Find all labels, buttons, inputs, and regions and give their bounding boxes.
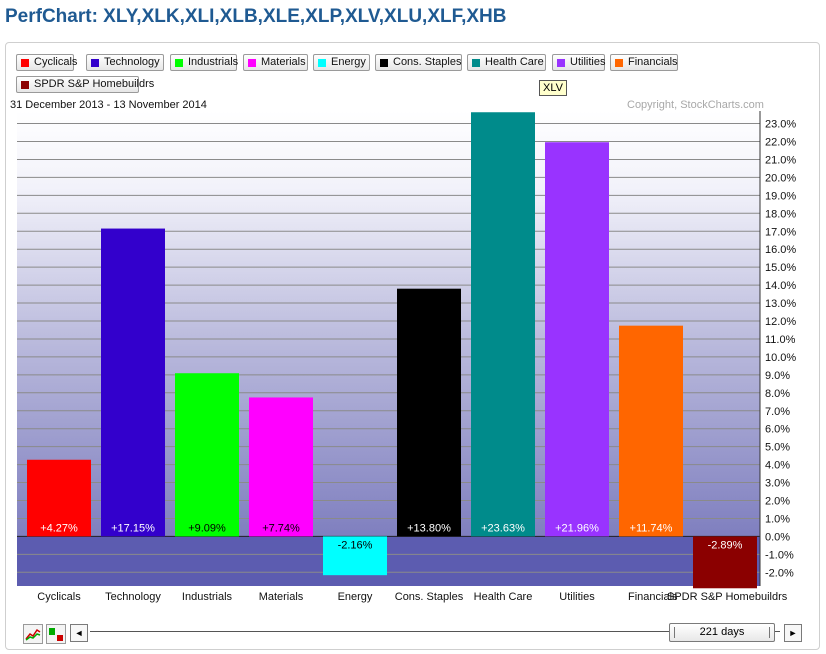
bar-health-care bbox=[471, 112, 535, 537]
bar-financials bbox=[619, 325, 683, 537]
y-tick-label: 22.0% bbox=[765, 137, 796, 149]
y-tick-label: 16.0% bbox=[765, 244, 796, 256]
bar-cyclicals bbox=[27, 459, 91, 537]
bar-value-label: +4.27% bbox=[40, 522, 78, 534]
legend-label: Cyclicals bbox=[34, 56, 78, 68]
legend-item-financials[interactable]: Financials bbox=[610, 54, 678, 71]
legend-item-materials[interactable]: Materials bbox=[243, 54, 308, 71]
legend-label: Utilities bbox=[570, 56, 606, 68]
bar-chart-icon[interactable] bbox=[46, 624, 66, 644]
y-tick-label: -1.0% bbox=[765, 549, 794, 561]
y-tick-label: 7.0% bbox=[765, 406, 790, 418]
x-tick-label: Materials bbox=[259, 591, 304, 603]
legend-item-cons-staples[interactable]: Cons. Staples bbox=[375, 54, 462, 71]
legend-label: Health Care bbox=[485, 56, 544, 68]
legend-item-industrials[interactable]: Industrials bbox=[170, 54, 239, 71]
y-tick-label: 15.0% bbox=[765, 262, 796, 274]
bar-value-label: +23.63% bbox=[481, 522, 525, 534]
days-slider-handle[interactable]: 221 days bbox=[669, 623, 775, 642]
y-tick-label: 23.0% bbox=[765, 119, 796, 131]
bar-value-label: -2.16% bbox=[338, 539, 373, 551]
legend-swatch bbox=[472, 58, 480, 67]
copyright-text: Copyright, StockCharts.com bbox=[627, 99, 764, 111]
x-tick-label: Industrials bbox=[182, 591, 233, 603]
legend-label: Energy bbox=[331, 56, 366, 68]
y-tick-label: 18.0% bbox=[765, 208, 796, 220]
y-tick-label: 4.0% bbox=[765, 460, 790, 472]
legend-swatch bbox=[21, 80, 29, 89]
legend-swatch bbox=[91, 58, 99, 67]
y-tick-label: -2.0% bbox=[765, 567, 794, 579]
x-tick-label: Energy bbox=[338, 591, 373, 603]
bar-value-label: +7.74% bbox=[262, 522, 300, 534]
bar-value-label: +11.74% bbox=[630, 522, 673, 534]
y-tick-label: 9.0% bbox=[765, 370, 790, 382]
y-tick-label: 10.0% bbox=[765, 352, 796, 364]
y-tick-label: 8.0% bbox=[765, 388, 790, 400]
bar-technology bbox=[101, 228, 165, 537]
legend-swatch bbox=[380, 58, 388, 67]
bar-value-label: +9.09% bbox=[188, 522, 226, 534]
y-tick-label: 2.0% bbox=[765, 496, 790, 508]
y-tick-label: 21.0% bbox=[765, 154, 796, 166]
legend-swatch bbox=[557, 58, 565, 67]
y-tick-label: 12.0% bbox=[765, 316, 796, 328]
negative-area bbox=[17, 536, 760, 586]
legend-label: Materials bbox=[261, 56, 306, 68]
legend-swatch bbox=[21, 58, 29, 67]
legend-label: Financials bbox=[628, 56, 678, 68]
x-tick-label: Health Care bbox=[474, 591, 533, 603]
x-tick-label: Cyclicals bbox=[37, 591, 81, 603]
legend-label: Technology bbox=[104, 56, 160, 68]
y-tick-label: 1.0% bbox=[765, 513, 790, 525]
y-tick-label: 20.0% bbox=[765, 172, 796, 184]
line-chart-icon[interactable] bbox=[23, 624, 43, 644]
legend-swatch bbox=[175, 58, 183, 67]
bar-materials bbox=[249, 397, 313, 537]
y-tick-label: 3.0% bbox=[765, 478, 790, 490]
bar-utilities bbox=[545, 142, 609, 537]
date-scrollbar[interactable] bbox=[90, 631, 780, 632]
y-tick-label: 5.0% bbox=[765, 442, 790, 454]
x-tick-label: Financials bbox=[628, 591, 678, 603]
legend-label: SPDR S&P Homebuildrs bbox=[34, 78, 155, 90]
legend-swatch bbox=[318, 58, 326, 67]
legend-item-cyclicals[interactable]: Cyclicals bbox=[16, 54, 78, 71]
y-tick-label: 17.0% bbox=[765, 226, 796, 238]
legend-item-health-care[interactable]: Health Care bbox=[467, 54, 546, 71]
y-tick-label: 6.0% bbox=[765, 424, 790, 436]
bar-value-label: +17.15% bbox=[111, 522, 155, 534]
page-title: PerfChart: XLY,XLK,XLI,XLB,XLE,XLP,XLV,X… bbox=[5, 6, 507, 27]
bar-value-label: -2.89% bbox=[708, 539, 743, 551]
bar-energy bbox=[323, 536, 387, 576]
y-tick-label: 11.0% bbox=[765, 334, 796, 346]
y-tick-label: 14.0% bbox=[765, 280, 796, 292]
x-tick-label: Utilities bbox=[559, 591, 595, 603]
legend-label: Cons. Staples bbox=[393, 56, 462, 68]
legend-item-spdr-s-p-homebuildrs[interactable]: SPDR S&P Homebuildrs bbox=[16, 76, 154, 93]
bar-value-label: +21.96% bbox=[555, 522, 599, 534]
legend-label: Industrials bbox=[188, 56, 239, 68]
legend-item-utilities[interactable]: Utilities bbox=[552, 54, 605, 71]
scroll-right-button[interactable]: ► bbox=[784, 624, 802, 642]
date-range: 31 December 2013 - 13 November 2014 bbox=[10, 99, 207, 111]
y-tick-label: 13.0% bbox=[765, 298, 796, 310]
y-tick-label: 0.0% bbox=[765, 531, 790, 543]
legend-item-technology[interactable]: Technology bbox=[86, 54, 164, 71]
bar-industrials bbox=[175, 373, 239, 537]
scroll-left-button[interactable]: ◄ bbox=[70, 624, 88, 642]
legend-swatch bbox=[248, 58, 256, 67]
legend-swatch bbox=[615, 58, 623, 67]
bar-spdr-s-p-homebuildrs bbox=[693, 536, 757, 589]
y-tick-label: 19.0% bbox=[765, 190, 796, 202]
bar-cons-staples bbox=[397, 288, 461, 537]
bar-value-label: +13.80% bbox=[407, 522, 451, 534]
x-tick-label: Cons. Staples bbox=[395, 591, 464, 603]
legend-item-energy[interactable]: Energy bbox=[313, 54, 370, 71]
tooltip: XLV bbox=[539, 80, 567, 96]
x-tick-label: Technology bbox=[105, 591, 161, 603]
x-tick-label: SPDR S&P Homebuildrs bbox=[667, 591, 788, 603]
